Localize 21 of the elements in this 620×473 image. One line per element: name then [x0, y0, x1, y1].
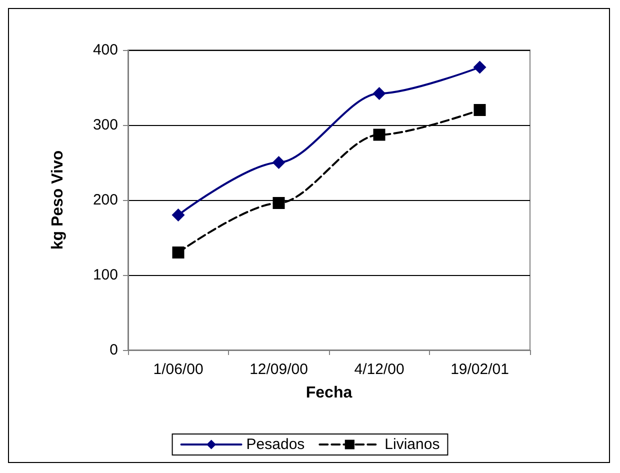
x-axis-title: Fecha [306, 384, 352, 402]
point [172, 246, 184, 258]
x-tick-label: 1/06/00 [153, 361, 204, 378]
point [372, 87, 386, 100]
legend-label: Livianos [384, 436, 440, 453]
y-axis-title: kg Peso Vivo [50, 150, 66, 250]
y-tick-label: 400 [92, 42, 118, 58]
point [172, 208, 185, 222]
point [474, 104, 486, 116]
point [272, 197, 285, 209]
point [272, 156, 286, 169]
point [373, 128, 386, 141]
x-tick-label: 12/09/00 [250, 361, 308, 378]
x-tick-label: 4/12/00 [354, 361, 404, 378]
y-tick-label: 200 [92, 192, 118, 208]
y-tick-label: 0 [110, 342, 118, 358]
y-tick-label: 100 [92, 266, 118, 284]
y-tick-label: 300 [92, 116, 118, 134]
point [473, 60, 486, 74]
x-tick-label: 19/02/01 [450, 361, 509, 378]
legend-label: Pesados [246, 436, 305, 453]
